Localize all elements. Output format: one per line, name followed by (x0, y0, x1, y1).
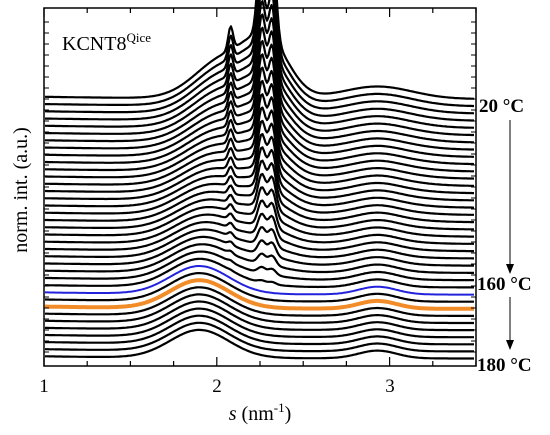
temp-label-mid: 160 °C (477, 274, 532, 295)
x-axis-symbol: s (229, 403, 237, 425)
x-tick-label-2: 2 (212, 376, 222, 397)
spectrum-series-21 (45, 212, 474, 253)
temp-label-start: 20 °C (479, 96, 524, 117)
spectrum-series-36 (45, 328, 474, 360)
spectrum-series-8 (45, 40, 474, 158)
spectrum-series-27 (45, 265, 474, 296)
spectrum-series-23 (45, 235, 474, 267)
y-axis-label: norm. int. (a.u.) (10, 127, 32, 253)
spectrum-series-33 (45, 307, 474, 339)
spectrum-series-28 (45, 272, 474, 303)
x-axis-label: s (nm-1) (229, 400, 292, 425)
spectrum-series-2 (45, 0, 475, 115)
spectrum-series-14 (45, 119, 474, 202)
spectrum-series-29 (44, 278, 475, 311)
spectrum-series-30 (45, 286, 474, 317)
sample-label-sup: Qice (126, 30, 151, 45)
sample-label: KCNT8Qice (62, 30, 151, 55)
spectrum-series-19 (45, 186, 474, 238)
spectrum-series-0 (45, 0, 475, 100)
spectrum-series-26 (45, 257, 474, 289)
spectrum-series-31 (45, 293, 474, 325)
axis-ticks (43, 8, 477, 366)
x-tick-label-1: 1 (39, 376, 49, 397)
spectrum-series-13 (45, 106, 474, 195)
spectrum-series-32 (45, 300, 474, 332)
spectrum-series-17 (45, 159, 474, 224)
spectrum-series-11 (45, 79, 475, 180)
x-tick-label-3: 3 (385, 376, 395, 397)
spectrum-series-25 (45, 250, 474, 282)
spectrum-series-22 (45, 226, 474, 260)
temp-arrowhead-2 (506, 340, 514, 350)
spectrum-series-18 (44, 172, 474, 231)
temp-arrowhead-1 (506, 264, 514, 274)
x-axis-unit: (nm (242, 403, 275, 425)
spectrum-series-20 (45, 199, 475, 245)
x-axis-unit-sup: -1 (274, 400, 285, 415)
spectrum-series-16 (44, 146, 474, 216)
spectrum-series-10 (45, 66, 474, 173)
spectrum-series-12 (45, 93, 474, 187)
sample-label-main: KCNT8 (62, 33, 126, 55)
spectrum-series-24 (45, 243, 474, 274)
spectra-curves (44, 0, 475, 360)
spectrum-series-1 (45, 0, 474, 108)
x-axis-unit-close: ) (285, 403, 292, 425)
spectrum-series-7 (44, 26, 474, 151)
spectrum-series-35 (45, 321, 474, 353)
spectrum-series-34 (45, 314, 474, 346)
spectrum-series-9 (45, 53, 475, 166)
spectrum-series-15 (45, 133, 474, 209)
spectrum-series-3 (45, 0, 474, 122)
temp-label-end: 180 °C (477, 355, 532, 376)
